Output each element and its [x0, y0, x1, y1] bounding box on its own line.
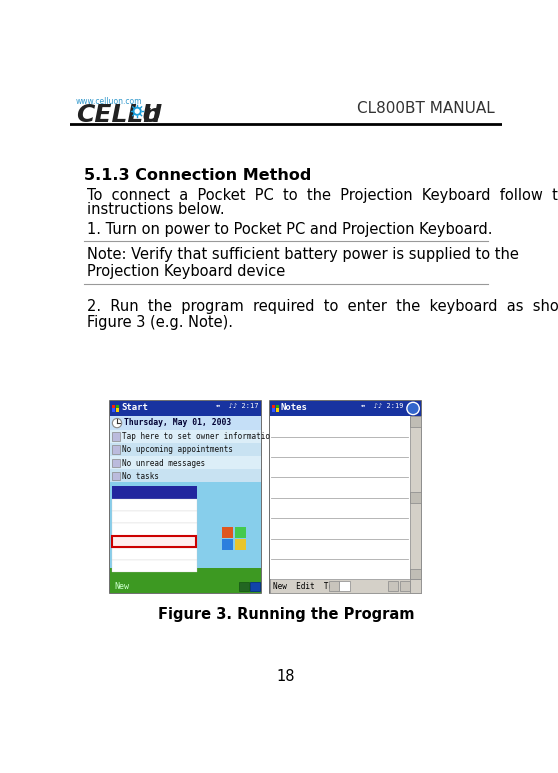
Bar [110, 482, 261, 580]
Bar [251, 582, 259, 591]
Bar [112, 499, 197, 511]
Text: ok: ok [408, 404, 418, 413]
Text: Word Document: Word Document [116, 563, 181, 571]
Text: New  Edit  Tools: New Edit Tools [273, 583, 347, 591]
Bar [400, 581, 410, 591]
Bar [110, 430, 261, 443]
Text: Contact: Contact [116, 501, 151, 510]
Bar [270, 400, 421, 416]
Text: Figure 3 (e.g. Note).: Figure 3 (e.g. Note). [87, 315, 233, 329]
Text: Thursday, May 01, 2003: Thursday, May 01, 2003 [124, 417, 231, 427]
Text: No tasks: No tasks [122, 472, 160, 481]
Text: Message: Message [116, 526, 151, 534]
Bar [112, 523, 197, 536]
Text: CL800BT MANUAL: CL800BT MANUAL [357, 100, 494, 116]
Text: /: / [341, 582, 348, 591]
Bar [112, 445, 120, 454]
Bar [276, 408, 279, 411]
Bar [410, 580, 421, 593]
Bar [112, 432, 120, 441]
Bar [112, 472, 120, 480]
Text: Task: Task [116, 550, 136, 559]
Text: instructions below.: instructions below. [87, 202, 224, 217]
Bar [110, 580, 261, 593]
Bar [235, 540, 246, 550]
Bar [112, 486, 197, 499]
Bar [116, 408, 119, 411]
Text: No unread messages: No unread messages [122, 458, 206, 468]
Bar [110, 400, 261, 593]
Bar [410, 569, 421, 580]
Circle shape [407, 402, 419, 414]
Text: ▼: ▼ [413, 570, 418, 576]
Bar [110, 456, 261, 469]
Bar [239, 582, 249, 591]
Text: www.celluon.com: www.celluon.com [76, 97, 142, 106]
Text: Tap here to set owner information: Tap here to set owner information [122, 432, 275, 441]
Circle shape [133, 107, 141, 115]
Text: Excel Workbook: Excel Workbook [116, 513, 186, 523]
Circle shape [135, 109, 139, 113]
Text: ▼: ▼ [413, 583, 418, 588]
Bar [410, 416, 421, 427]
Bar [276, 404, 279, 407]
Bar [110, 400, 261, 416]
Bar [110, 469, 261, 482]
Bar [410, 416, 421, 580]
Text: Appointment: Appointment [116, 488, 171, 497]
Text: 2.  Run  the  program  required  to  enter  the  keyboard  as  shown  in: 2. Run the program required to enter the… [87, 299, 558, 314]
Bar [270, 400, 421, 593]
Bar [112, 404, 116, 407]
Text: To  connect  a  Pocket  PC  to  the  Projection  Keyboard  follow  the: To connect a Pocket PC to the Projection… [87, 189, 558, 203]
Bar [112, 408, 116, 411]
Bar [112, 536, 196, 547]
Text: 5.1.3 Connection Method: 5.1.3 Connection Method [84, 169, 311, 183]
Text: 18: 18 [277, 669, 295, 684]
Text: ⇴  ♪♪ 2:17: ⇴ ♪♪ 2:17 [215, 403, 258, 409]
Bar [112, 458, 120, 467]
Text: Notes: Notes [281, 403, 307, 412]
Text: Note: Note [116, 538, 136, 547]
Bar [410, 492, 421, 503]
Text: Projection Keyboard device: Projection Keyboard device [87, 264, 285, 279]
Text: ▲: ▲ [413, 418, 418, 424]
Text: 1. Turn on power to Pocket PC and Projection Keyboard.: 1. Turn on power to Pocket PC and Projec… [87, 222, 492, 237]
Bar [112, 511, 197, 523]
Bar [223, 527, 233, 538]
Bar [235, 527, 246, 538]
Circle shape [112, 418, 122, 427]
Text: n: n [142, 103, 160, 127]
Text: ⇴  ♪♪ 2:19: ⇴ ♪♪ 2:19 [361, 403, 404, 409]
Bar [272, 408, 275, 411]
Text: CELLU: CELLU [76, 103, 162, 127]
Bar [112, 536, 197, 548]
Text: New: New [114, 583, 129, 591]
Bar [116, 404, 119, 407]
Bar [110, 416, 261, 430]
Text: Figure 3. Running the Program: Figure 3. Running the Program [158, 607, 414, 622]
Text: Start: Start [121, 403, 148, 412]
Bar [270, 416, 410, 580]
Bar [272, 404, 275, 407]
Bar [339, 581, 349, 591]
Bar [112, 560, 197, 573]
Bar [223, 540, 233, 550]
Text: Note: Verify that sufficient battery power is supplied to the: Note: Verify that sufficient battery pow… [87, 247, 519, 262]
Bar [270, 580, 421, 593]
Text: No upcoming appointments: No upcoming appointments [122, 445, 233, 455]
Bar [388, 581, 398, 591]
Bar [110, 568, 261, 580]
Bar [112, 548, 197, 560]
Bar [329, 581, 339, 591]
Bar [110, 443, 261, 456]
